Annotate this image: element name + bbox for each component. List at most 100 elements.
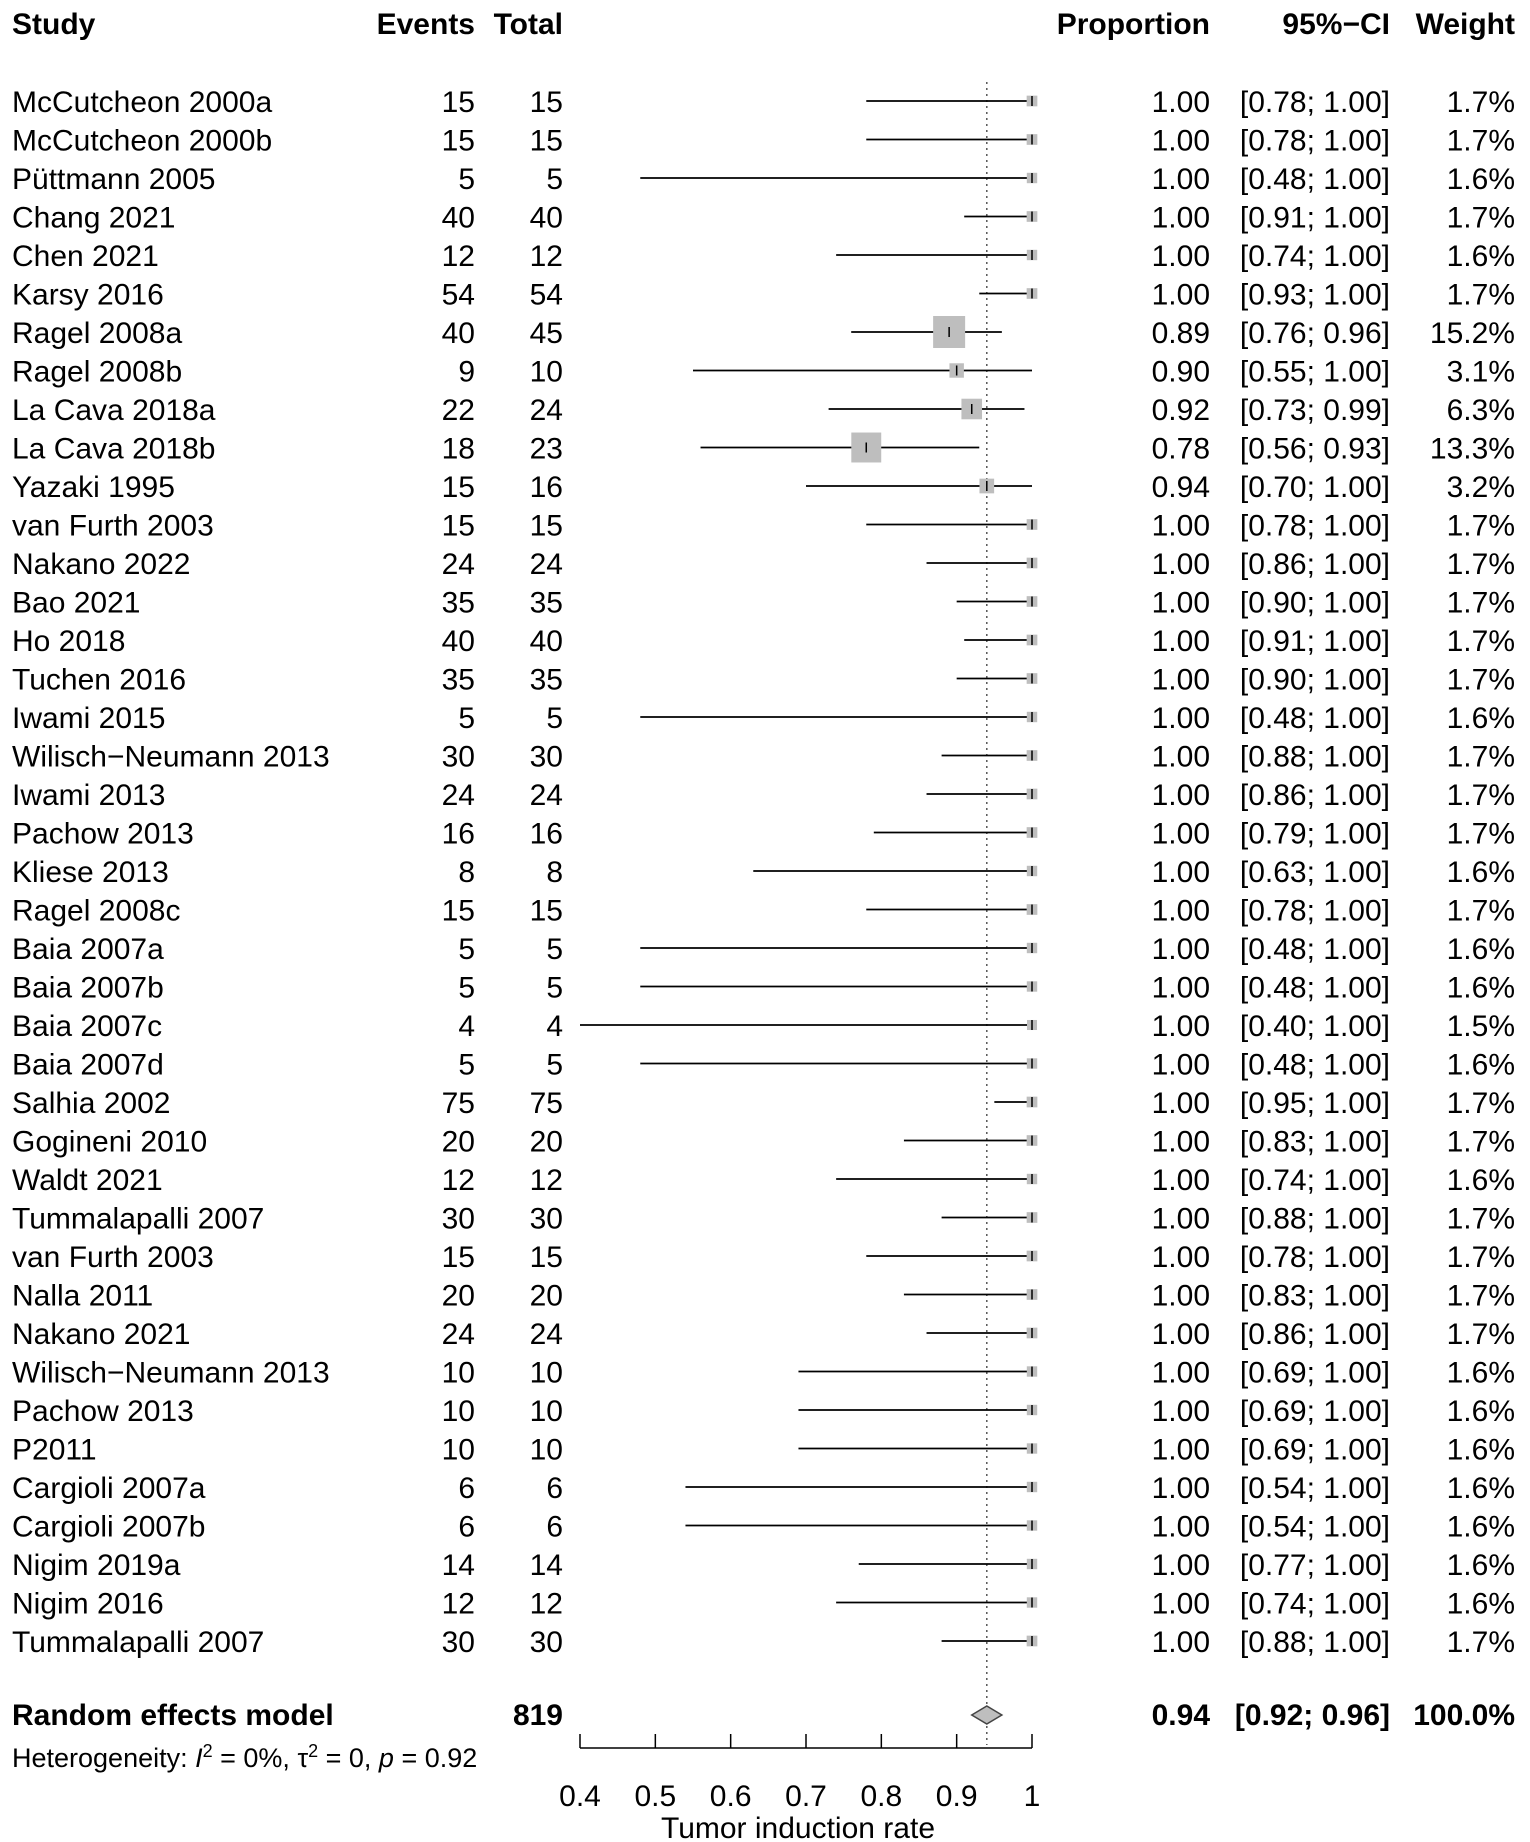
study-ci: [0.93; 1.00] [1240,279,1390,312]
study-proportion: 1.00 [1152,1318,1210,1351]
study-name: McCutcheon 2000b [12,125,272,158]
study-events: 10 [442,1357,475,1390]
study-events: 30 [442,1626,475,1659]
study-total: 24 [530,548,563,581]
study-total: 35 [530,587,563,620]
pooled-proportion: 0.94 [1152,1699,1211,1732]
study-total: 54 [530,279,563,312]
study-total: 35 [530,664,563,697]
study-ci: [0.79; 1.00] [1240,818,1390,851]
study-events: 15 [442,1241,475,1274]
study-total: 12 [530,240,563,273]
p-value: = 0.92 [394,1743,477,1773]
study-ci: [0.88; 1.00] [1240,741,1390,774]
study-name: Iwami 2015 [12,702,165,735]
study-row: van Furth 2003 15 15 1.00 [0.78; 1.00] 1.7% [12,510,1515,543]
study-events: 15 [442,510,475,543]
study-ci: [0.48; 1.00] [1240,702,1390,735]
header-ci: 95%−CI [1282,8,1390,41]
study-name: Yazaki 1995 [12,471,175,504]
study-proportion: 1.00 [1152,1049,1210,1082]
study-events: 20 [442,1280,475,1313]
study-weight: 1.7% [1447,86,1515,119]
study-proportion: 1.00 [1152,1434,1210,1467]
study-weight: 1.7% [1447,895,1515,928]
study-weight: 1.7% [1447,202,1515,235]
study-total: 5 [546,702,563,735]
study-proportion: 1.00 [1152,279,1210,312]
study-weight: 13.3% [1430,433,1515,466]
study-ci: [0.77; 1.00] [1240,1549,1390,1582]
study-weight: 1.6% [1447,702,1515,735]
study-total: 12 [530,1588,563,1621]
study-name: Wilisch−Neumann 2013 [12,1357,330,1390]
study-weight: 1.5% [1447,1010,1515,1043]
study-proportion: 1.00 [1152,1126,1210,1159]
study-events: 75 [442,1087,475,1120]
study-total: 10 [530,1357,563,1390]
study-weight: 1.6% [1447,163,1515,196]
study-name: Cargioli 2007b [12,1511,205,1544]
study-name: Chang 2021 [12,202,175,235]
x-axis-tick-label: 0.9 [936,1780,978,1813]
study-ci: [0.86; 1.00] [1240,1318,1390,1351]
x-axis-tick-label: 0.6 [710,1780,752,1813]
study-total: 45 [530,317,563,350]
study-events: 14 [442,1549,475,1582]
study-events: 5 [458,702,475,735]
study-name: Tummalapalli 2007 [12,1203,264,1236]
study-proportion: 1.00 [1152,1280,1210,1313]
study-total: 5 [546,972,563,1005]
study-total: 4 [546,1010,563,1043]
study-total: 6 [546,1511,563,1544]
study-name: Nigim 2016 [12,1588,164,1621]
study-ci: [0.78; 1.00] [1240,125,1390,158]
study-events: 8 [458,856,475,889]
study-events: 16 [442,818,475,851]
study-row: Nakano 2021 24 24 1.00 [0.86; 1.00] 1.7% [12,1318,1515,1351]
study-proportion: 1.00 [1152,163,1210,196]
study-ci: [0.54; 1.00] [1240,1472,1390,1505]
study-total: 12 [530,1164,563,1197]
study-total: 10 [530,1395,563,1428]
study-ci: [0.90; 1.00] [1240,664,1390,697]
study-ci: [0.88; 1.00] [1240,1203,1390,1236]
study-name: van Furth 2003 [12,510,214,543]
study-name: La Cava 2018b [12,433,216,466]
study-row: Cargioli 2007a 6 6 1.00 [0.54; 1.00] 1.6% [12,1472,1515,1505]
study-weight: 1.6% [1447,240,1515,273]
study-total: 20 [530,1126,563,1159]
study-name: Cargioli 2007a [12,1472,206,1505]
study-row: Ragel 2008a 40 45 0.89 [0.76; 0.96] 15.2% [12,316,1515,350]
study-proportion: 1.00 [1152,1588,1210,1621]
study-proportion: 1.00 [1152,1511,1210,1544]
study-events: 24 [442,779,475,812]
study-total: 30 [530,1626,563,1659]
study-events: 6 [458,1511,475,1544]
study-total: 15 [530,125,563,158]
study-ci: [0.48; 1.00] [1240,972,1390,1005]
study-weight: 1.7% [1447,625,1515,658]
study-name: Kliese 2013 [12,856,169,889]
study-name: Tuchen 2016 [12,664,186,697]
x-axis-tick-label: 0.8 [860,1780,902,1813]
study-proportion: 1.00 [1152,818,1210,851]
study-weight: 1.7% [1447,587,1515,620]
study-total: 30 [530,741,563,774]
study-ci: [0.74; 1.00] [1240,240,1390,273]
study-weight: 1.6% [1447,1357,1515,1390]
study-ci: [0.63; 1.00] [1240,856,1390,889]
study-total: 6 [546,1472,563,1505]
study-proportion: 0.89 [1152,317,1210,350]
study-events: 15 [442,125,475,158]
pooled-ci: [0.92; 0.96] [1235,1699,1390,1732]
study-proportion: 1.00 [1152,664,1210,697]
study-events: 54 [442,279,475,312]
i2-superscript: 2 [203,1741,213,1761]
study-proportion: 1.00 [1152,1203,1210,1236]
tau-superscript: 2 [308,1741,318,1761]
study-total: 15 [530,86,563,119]
study-proportion: 1.00 [1152,1357,1210,1390]
study-row: Nakano 2022 24 24 1.00 [0.86; 1.00] 1.7% [12,548,1515,581]
